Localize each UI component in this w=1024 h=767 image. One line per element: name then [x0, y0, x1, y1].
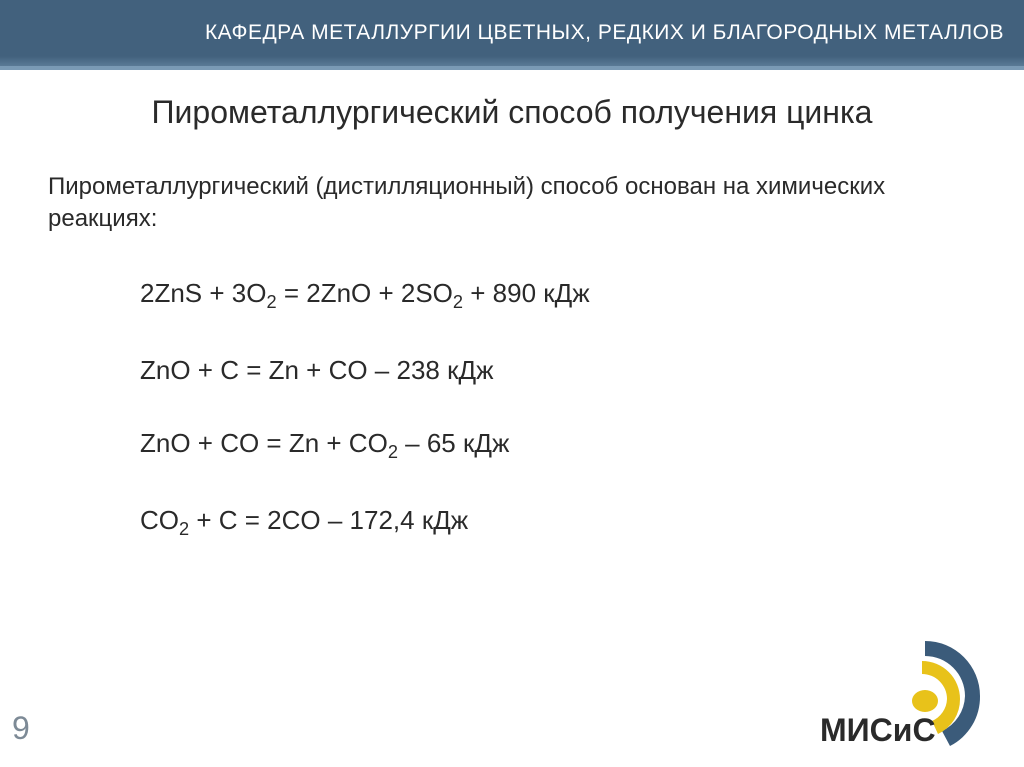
misis-logo: МИСиС — [820, 631, 1000, 751]
equation-1: 2ZnS + 3O2 = 2ZnO + 2SO2 + 890 кДж — [140, 278, 1024, 313]
eq1-part1: 2ZnS + 3O — [140, 278, 266, 308]
equation-3: ZnO + CO = Zn + CO2 – 65 кДж — [140, 428, 1024, 463]
intro-paragraph: Пирометаллургический (дистилляционный) с… — [48, 171, 976, 236]
logo-text: МИСиС — [820, 712, 936, 749]
department-label: КАФЕДРА МЕТАЛЛУРГИИ ЦВЕТНЫХ, РЕДКИХ И БЛ… — [205, 21, 1004, 45]
eq3-part1: ZnO + CO = Zn + CO — [140, 428, 388, 458]
equations-block: 2ZnS + 3O2 = 2ZnO + 2SO2 + 890 кДж ZnO +… — [140, 278, 1024, 541]
header-bar: КАФЕДРА МЕТАЛЛУРГИИ ЦВЕТНЫХ, РЕДКИХ И БЛ… — [0, 0, 1024, 66]
header-underline — [0, 66, 1024, 70]
logo-center — [912, 690, 938, 712]
eq1-sub1: 2 — [266, 292, 276, 312]
eq4-part1: CO — [140, 505, 179, 535]
eq1-tail: + 890 кДж — [463, 278, 590, 308]
eq3-tail: – 65 кДж — [398, 428, 509, 458]
equation-2: ZnO + C = Zn + CO – 238 кДж — [140, 355, 1024, 386]
eq4-sub1: 2 — [179, 519, 189, 539]
page-number: 9 — [12, 710, 30, 747]
eq3-sub1: 2 — [388, 442, 398, 462]
equation-4: CO2 + C = 2CO – 172,4 кДж — [140, 505, 1024, 540]
slide-title: Пирометаллургический способ получения ци… — [0, 94, 1024, 131]
eq1-sub2: 2 — [453, 292, 463, 312]
eq1-mid: = 2ZnO + 2SO — [277, 278, 453, 308]
eq4-tail: + C = 2CO – 172,4 кДж — [189, 505, 468, 535]
